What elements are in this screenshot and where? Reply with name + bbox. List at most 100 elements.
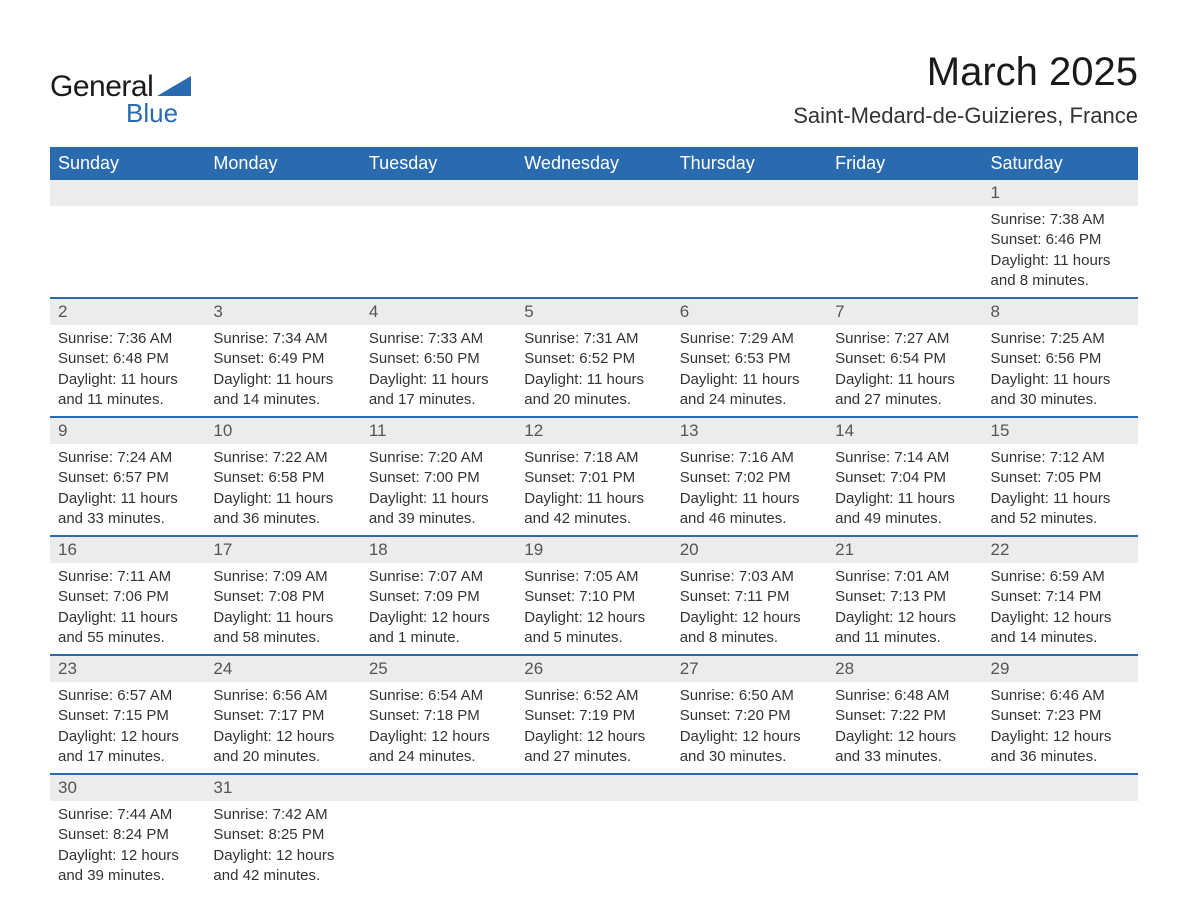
day-number: 20 (672, 537, 827, 563)
day-number: 5 (516, 299, 671, 325)
day-number (672, 775, 827, 801)
sunset-line: Sunset: 7:09 PM (369, 587, 508, 607)
sunset-line: Sunset: 6:48 PM (58, 349, 197, 369)
day-body: Sunrise: 7:27 AMSunset: 6:54 PMDaylight:… (827, 325, 982, 416)
location-text: Saint-Medard-de-Guizieres, France (793, 103, 1138, 129)
day-number: 2 (50, 299, 205, 325)
day-body: Sunrise: 7:12 AMSunset: 7:05 PMDaylight:… (983, 444, 1138, 535)
day-body: Sunrise: 6:57 AMSunset: 7:15 PMDaylight:… (50, 682, 205, 773)
weekday-header: Wednesday (516, 147, 671, 180)
sunrise-line: Sunrise: 6:52 AM (524, 686, 663, 706)
calendar-cell: 21Sunrise: 7:01 AMSunset: 7:13 PMDayligh… (827, 536, 982, 655)
calendar-cell: 13Sunrise: 7:16 AMSunset: 7:02 PMDayligh… (672, 417, 827, 536)
day-body: Sunrise: 7:44 AMSunset: 8:24 PMDaylight:… (50, 801, 205, 892)
daylight-line: Daylight: 11 hours and 33 minutes. (58, 489, 197, 530)
day-body: Sunrise: 6:59 AMSunset: 7:14 PMDaylight:… (983, 563, 1138, 654)
calendar-cell: 18Sunrise: 7:07 AMSunset: 7:09 PMDayligh… (361, 536, 516, 655)
sunrise-line: Sunrise: 7:16 AM (680, 448, 819, 468)
day-number: 26 (516, 656, 671, 682)
calendar-cell-empty (516, 180, 671, 298)
sunset-line: Sunset: 7:08 PM (213, 587, 352, 607)
day-number: 27 (672, 656, 827, 682)
weekday-header: Monday (205, 147, 360, 180)
day-number: 1 (983, 180, 1138, 206)
sunset-line: Sunset: 7:00 PM (369, 468, 508, 488)
calendar-cell-empty (516, 774, 671, 892)
day-body: Sunrise: 7:09 AMSunset: 7:08 PMDaylight:… (205, 563, 360, 654)
sunrise-line: Sunrise: 7:05 AM (524, 567, 663, 587)
calendar-cell: 11Sunrise: 7:20 AMSunset: 7:00 PMDayligh… (361, 417, 516, 536)
daylight-line: Daylight: 12 hours and 39 minutes. (58, 846, 197, 887)
title-block: March 2025 Saint-Medard-de-Guizieres, Fr… (793, 50, 1138, 129)
day-number (516, 775, 671, 801)
day-body (361, 801, 516, 871)
calendar-cell: 29Sunrise: 6:46 AMSunset: 7:23 PMDayligh… (983, 655, 1138, 774)
calendar-cell: 19Sunrise: 7:05 AMSunset: 7:10 PMDayligh… (516, 536, 671, 655)
day-body: Sunrise: 7:20 AMSunset: 7:00 PMDaylight:… (361, 444, 516, 535)
sunrise-line: Sunrise: 6:57 AM (58, 686, 197, 706)
day-body: Sunrise: 6:48 AMSunset: 7:22 PMDaylight:… (827, 682, 982, 773)
logo: General Blue (50, 70, 191, 129)
calendar-cell: 17Sunrise: 7:09 AMSunset: 7:08 PMDayligh… (205, 536, 360, 655)
day-body: Sunrise: 7:01 AMSunset: 7:13 PMDaylight:… (827, 563, 982, 654)
daylight-line: Daylight: 12 hours and 20 minutes. (213, 727, 352, 768)
weekday-header: Friday (827, 147, 982, 180)
day-body: Sunrise: 7:14 AMSunset: 7:04 PMDaylight:… (827, 444, 982, 535)
day-number: 31 (205, 775, 360, 801)
day-body: Sunrise: 7:22 AMSunset: 6:58 PMDaylight:… (205, 444, 360, 535)
sunset-line: Sunset: 7:22 PM (835, 706, 974, 726)
daylight-line: Daylight: 11 hours and 58 minutes. (213, 608, 352, 649)
sunset-line: Sunset: 6:46 PM (991, 230, 1130, 250)
daylight-line: Daylight: 12 hours and 42 minutes. (213, 846, 352, 887)
day-body: Sunrise: 7:34 AMSunset: 6:49 PMDaylight:… (205, 325, 360, 416)
calendar-week-row: 23Sunrise: 6:57 AMSunset: 7:15 PMDayligh… (50, 655, 1138, 774)
day-number: 3 (205, 299, 360, 325)
day-body: Sunrise: 6:46 AMSunset: 7:23 PMDaylight:… (983, 682, 1138, 773)
daylight-line: Daylight: 12 hours and 8 minutes. (680, 608, 819, 649)
day-body: Sunrise: 7:38 AMSunset: 6:46 PMDaylight:… (983, 206, 1138, 297)
sunrise-line: Sunrise: 6:46 AM (991, 686, 1130, 706)
daylight-line: Daylight: 11 hours and 14 minutes. (213, 370, 352, 411)
calendar-cell: 31Sunrise: 7:42 AMSunset: 8:25 PMDayligh… (205, 774, 360, 892)
sunrise-line: Sunrise: 7:11 AM (58, 567, 197, 587)
sunset-line: Sunset: 6:53 PM (680, 349, 819, 369)
calendar-cell: 12Sunrise: 7:18 AMSunset: 7:01 PMDayligh… (516, 417, 671, 536)
calendar-head: SundayMondayTuesdayWednesdayThursdayFrid… (50, 147, 1138, 180)
calendar-week-row: 30Sunrise: 7:44 AMSunset: 8:24 PMDayligh… (50, 774, 1138, 892)
day-body (516, 206, 671, 276)
calendar-week-row: 16Sunrise: 7:11 AMSunset: 7:06 PMDayligh… (50, 536, 1138, 655)
sunrise-line: Sunrise: 7:38 AM (991, 210, 1130, 230)
sunrise-line: Sunrise: 7:42 AM (213, 805, 352, 825)
day-body: Sunrise: 6:54 AMSunset: 7:18 PMDaylight:… (361, 682, 516, 773)
day-number: 23 (50, 656, 205, 682)
day-number: 28 (827, 656, 982, 682)
day-body: Sunrise: 7:42 AMSunset: 8:25 PMDaylight:… (205, 801, 360, 892)
sunset-line: Sunset: 8:25 PM (213, 825, 352, 845)
page-header: General Blue March 2025 Saint-Medard-de-… (50, 50, 1138, 129)
sunrise-line: Sunrise: 7:33 AM (369, 329, 508, 349)
calendar-cell-empty (361, 774, 516, 892)
sunrise-line: Sunrise: 7:14 AM (835, 448, 974, 468)
calendar-cell: 26Sunrise: 6:52 AMSunset: 7:19 PMDayligh… (516, 655, 671, 774)
calendar-cell-empty (50, 180, 205, 298)
sunrise-line: Sunrise: 7:20 AM (369, 448, 508, 468)
calendar-cell-empty (361, 180, 516, 298)
calendar-week-row: 9Sunrise: 7:24 AMSunset: 6:57 PMDaylight… (50, 417, 1138, 536)
sunset-line: Sunset: 8:24 PM (58, 825, 197, 845)
day-number: 13 (672, 418, 827, 444)
sunset-line: Sunset: 7:23 PM (991, 706, 1130, 726)
day-body: Sunrise: 6:56 AMSunset: 7:17 PMDaylight:… (205, 682, 360, 773)
day-number (361, 775, 516, 801)
sunset-line: Sunset: 7:04 PM (835, 468, 974, 488)
day-number: 11 (361, 418, 516, 444)
day-number: 9 (50, 418, 205, 444)
sunset-line: Sunset: 6:57 PM (58, 468, 197, 488)
sunset-line: Sunset: 7:13 PM (835, 587, 974, 607)
calendar-cell: 22Sunrise: 6:59 AMSunset: 7:14 PMDayligh… (983, 536, 1138, 655)
sunset-line: Sunset: 7:19 PM (524, 706, 663, 726)
calendar-cell: 16Sunrise: 7:11 AMSunset: 7:06 PMDayligh… (50, 536, 205, 655)
calendar-cell-empty (672, 774, 827, 892)
day-body: Sunrise: 7:18 AMSunset: 7:01 PMDaylight:… (516, 444, 671, 535)
calendar-cell: 9Sunrise: 7:24 AMSunset: 6:57 PMDaylight… (50, 417, 205, 536)
day-body (672, 206, 827, 276)
